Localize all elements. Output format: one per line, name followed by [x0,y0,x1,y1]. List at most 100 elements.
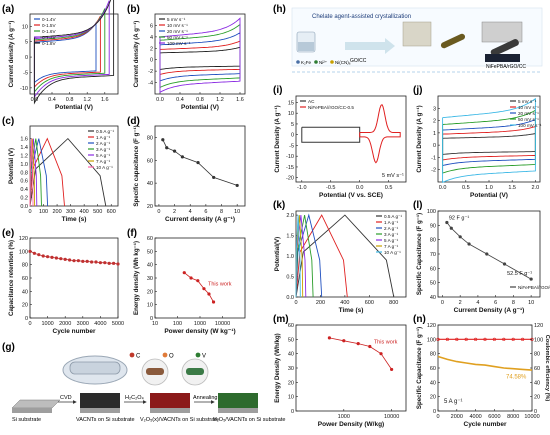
legend-label-b: 50 mV s⁻¹ [167,35,188,40]
y-axis-label-b: Current density (A g⁻¹) [133,21,140,88]
data-point-e [98,261,102,265]
x-tick-label-c: 0 [28,209,31,215]
annotation-m: This work [374,340,398,346]
data-point-e [116,262,120,266]
legend-label-a: 0-1.8V [42,41,56,46]
legend-dot-c [129,352,135,358]
y-tick-label-n: 60 [430,366,436,372]
y-tick-label-n: 20 [430,395,436,401]
substrate-v2o5x-vacnt [150,393,190,413]
legend-label-k: 7 A g⁻¹ [384,244,399,249]
chart-i: -1.0 -0.5 0.0 0.5 -20 -15 -10 -5 0 5 10 15 Potential… [274,95,407,199]
data-point-l [502,262,507,266]
x-tick-label-i: 0.0 [356,185,364,191]
y2-tick-label-n: 20 [534,395,540,401]
legend-label-c: 1 A g⁻¹ [96,135,111,140]
y-tick-label-e: 80 [22,263,28,269]
data-point-l [449,226,453,230]
y-tick-label-b: 4 [150,35,153,41]
x-tick-label-c: 100 [39,209,48,215]
data-point-l [445,220,449,225]
panel-label-i: (i) [273,85,282,96]
y-tick-label-a: -10 [20,86,28,92]
x-tick-label-e: 2000 [59,321,71,327]
y-tick-label-n: 80 [430,352,436,358]
annotation-i: 5 mV s⁻¹ [382,173,404,179]
step-label-annealing: Annealing [193,395,217,401]
efficiency-point-n [492,337,497,341]
panel-label-h: (h) [273,4,286,15]
series-line-i [301,126,361,143]
x-tick-label-f: 10 [152,321,158,327]
x-tick-label-d: 4 [189,209,192,215]
x-tick-label-l: 2 [459,300,462,306]
legend-label-k: 0.5 A g⁻¹ [384,214,402,219]
y-tick-label-i: -15 [286,165,294,171]
substrate-label-vacnt: VACNTs on Si substrate [76,417,135,423]
y-tick-label-n: 0 [433,409,436,415]
data-point-m [379,352,383,356]
efficiency-point-n [483,337,487,341]
x-tick-label-n: 6000 [488,414,500,420]
annotation-f: This work [208,282,232,288]
data-point-m [368,344,372,349]
x-axis-label-a: Potential (V) [55,104,93,111]
data-point-f [189,276,193,280]
schematic-h-legend-dot-2 [314,60,318,64]
plot-frame-i [295,95,407,183]
legend-label-c: 2 A g⁻¹ [96,141,111,146]
data-point-e [76,259,80,263]
schematic-h-legend-label-1: K₂Fe [301,60,311,65]
y-tick-label-i: 5 [291,122,294,128]
y-tick-label-c: 0.0 [20,204,28,210]
y-tick-label-i: -5 [289,143,294,149]
carbon-cloth-nifepba [481,21,523,43]
y-tick-label-f: 40 [147,263,153,269]
step-label-h2c2o4: H₂C₂O₄ [125,395,144,401]
y-tick-label-j: 3 [433,106,436,112]
legend-label-a: 0-1.5V [42,23,56,28]
schematic-h-legend-label-2: Ni²⁺ [319,60,328,65]
efficiency-point-n [520,337,525,341]
y-tick-label-a: 10 [22,24,28,30]
nifepba-film [485,54,520,62]
series-line-a [33,0,115,105]
x-axis-label-n: Cycle number [464,421,507,428]
x-axis-label-e: Cycle number [53,328,96,335]
series-line-a [33,21,97,84]
x-tick-label-d: 0 [157,209,160,215]
data-point-l [485,252,489,256]
data-point-f [211,300,216,304]
y-tick-label-b: -2 [148,69,153,75]
data-point-e [37,253,41,257]
fiber-rod-1 [440,33,466,49]
chart-c: 0 100 200 300 400 500 600 0.0 0.2 0.4 0.6 0.8 1.0 1.2… [8,125,119,223]
series-line-k [295,215,301,298]
efficiency-point-n [464,337,468,341]
y-tick-label-m: 20 [288,380,294,386]
legend-label-c: 7 A g⁻¹ [96,159,111,164]
panel-label-j: (j) [413,85,422,96]
legend-dot-o [162,352,168,358]
x-tick-label-f: 10000 [215,321,230,327]
x-tick-label-k: 0 [294,300,297,306]
legend-label-j: 20 mV s⁻¹ [518,111,539,116]
y-tick-label-a: 5 [25,40,28,46]
data-point-m [390,367,394,372]
y-tick-label-i: 15 [288,100,294,106]
panel-label-n: (n) [413,314,426,325]
data-point-d [180,155,184,159]
step-label-cvd: CVD [60,395,72,401]
label-start-l: 92 F g⁻¹ [449,215,469,221]
x-tick-label-a: 0.4 [48,97,56,103]
x-axis-label-m: Power Density (W/kg) [318,421,384,428]
schematic-h-label-gocc: GO/CC [350,58,367,64]
x-tick-label-a: 1.2 [83,97,91,103]
legend-label-c: 10 A g⁻¹ [96,165,113,170]
y-tick-label-j: 1 [433,131,436,137]
plot-frame-m [295,324,407,412]
legend-label-c: 3 A g⁻¹ [96,147,111,152]
process-arrow-1 [345,38,395,54]
efficiency-point-n [511,337,515,341]
